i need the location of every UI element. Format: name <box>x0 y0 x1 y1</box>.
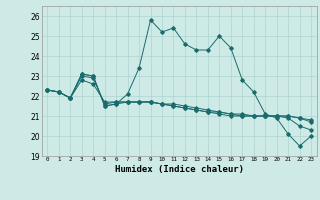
X-axis label: Humidex (Indice chaleur): Humidex (Indice chaleur) <box>115 165 244 174</box>
